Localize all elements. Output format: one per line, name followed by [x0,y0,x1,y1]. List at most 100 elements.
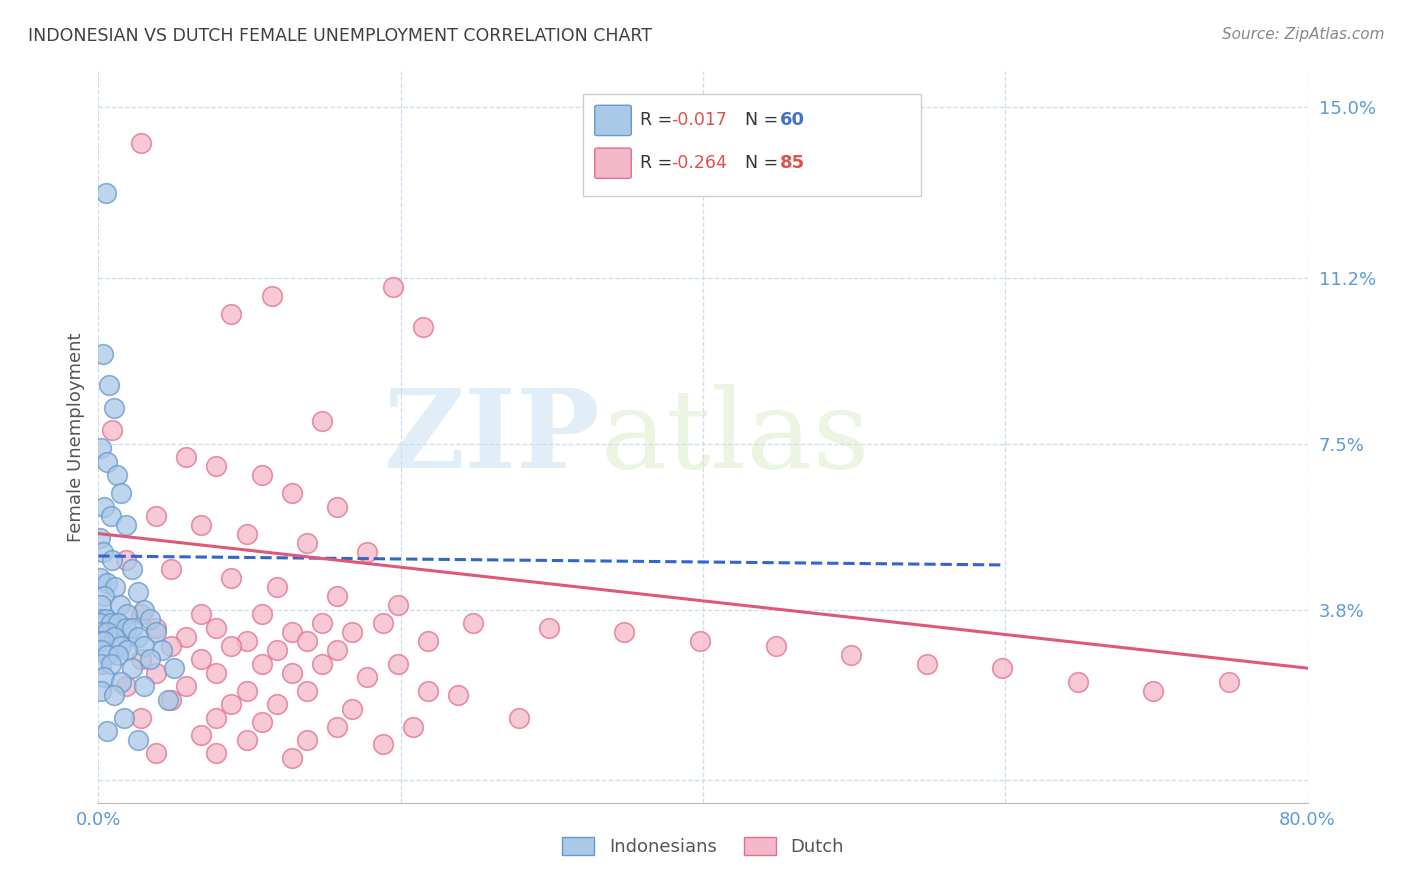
Point [235,634,257,648]
Point [145,508,167,523]
Point [100,657,122,671]
Text: N =: N = [745,112,785,129]
Point [89,571,111,585]
Point [93,634,115,648]
Point [139,612,162,626]
Point [205,665,228,680]
Point [221,639,243,653]
Point [145,621,167,635]
Point [387,599,409,613]
Point [463,616,485,631]
Point [145,665,167,680]
Point [127,630,149,644]
Point [132,603,155,617]
Point [93,590,115,604]
Point [89,531,111,545]
Point [145,625,167,640]
Point [235,733,257,747]
Point [326,590,349,604]
Point [90,643,112,657]
Point [160,562,183,576]
Point [221,571,243,585]
Text: -0.017: -0.017 [671,112,727,129]
Point [121,562,143,576]
Point [108,599,131,613]
Point [250,714,273,729]
Point [94,612,117,626]
Point [1142,683,1164,698]
Text: Source: ZipAtlas.com: Source: ZipAtlas.com [1222,27,1385,42]
Point [96,455,118,469]
Point [250,607,273,622]
Point [114,621,136,635]
Y-axis label: Female Unemployment: Female Unemployment [66,333,84,541]
Point [235,526,257,541]
Point [104,581,127,595]
Point [163,661,186,675]
Text: N =: N = [745,154,785,172]
Point [342,625,364,640]
Point [295,634,318,648]
Point [132,639,155,653]
Point [103,401,125,415]
Point [205,710,228,724]
Point [129,136,152,150]
Point [266,697,288,711]
Point [129,607,152,622]
Point [1218,674,1240,689]
Point [107,648,129,662]
Point [100,616,122,631]
Point [205,621,228,635]
Text: atlas: atlas [600,384,870,491]
Point [402,719,425,733]
Point [150,643,173,657]
Point [537,621,560,635]
Point [190,652,212,666]
Point [129,652,152,666]
Point [156,692,179,706]
Point [508,710,530,724]
Point [145,747,167,761]
Point [221,697,243,711]
Point [110,674,132,689]
Point [90,599,112,613]
Point [90,612,112,626]
Text: R =: R = [640,112,678,129]
Text: 85: 85 [780,154,806,172]
Point [100,508,122,523]
Point [110,486,132,500]
Point [326,719,349,733]
Point [115,643,138,657]
Point [311,657,333,671]
Point [221,307,243,321]
Legend: Indonesians, Dutch: Indonesians, Dutch [554,830,852,863]
Point [613,625,636,640]
Point [101,621,124,635]
Point [139,652,162,666]
Point [114,517,136,532]
Point [190,607,212,622]
Point [447,688,470,702]
Text: -0.264: -0.264 [671,154,727,172]
Point [132,679,155,693]
Point [114,553,136,567]
Point [91,347,114,361]
Point [174,630,197,644]
Point [93,500,115,514]
Point [311,616,333,631]
Point [281,625,304,640]
Point [295,733,318,747]
Point [174,450,197,465]
Point [127,585,149,599]
Point [103,630,125,644]
Point [281,665,304,680]
Point [190,729,212,743]
Point [107,616,129,631]
Point [262,289,284,303]
Point [205,747,228,761]
Point [342,701,364,715]
Point [96,724,118,739]
Point [103,688,125,702]
Text: ZIP: ZIP [384,384,600,491]
Point [281,486,304,500]
